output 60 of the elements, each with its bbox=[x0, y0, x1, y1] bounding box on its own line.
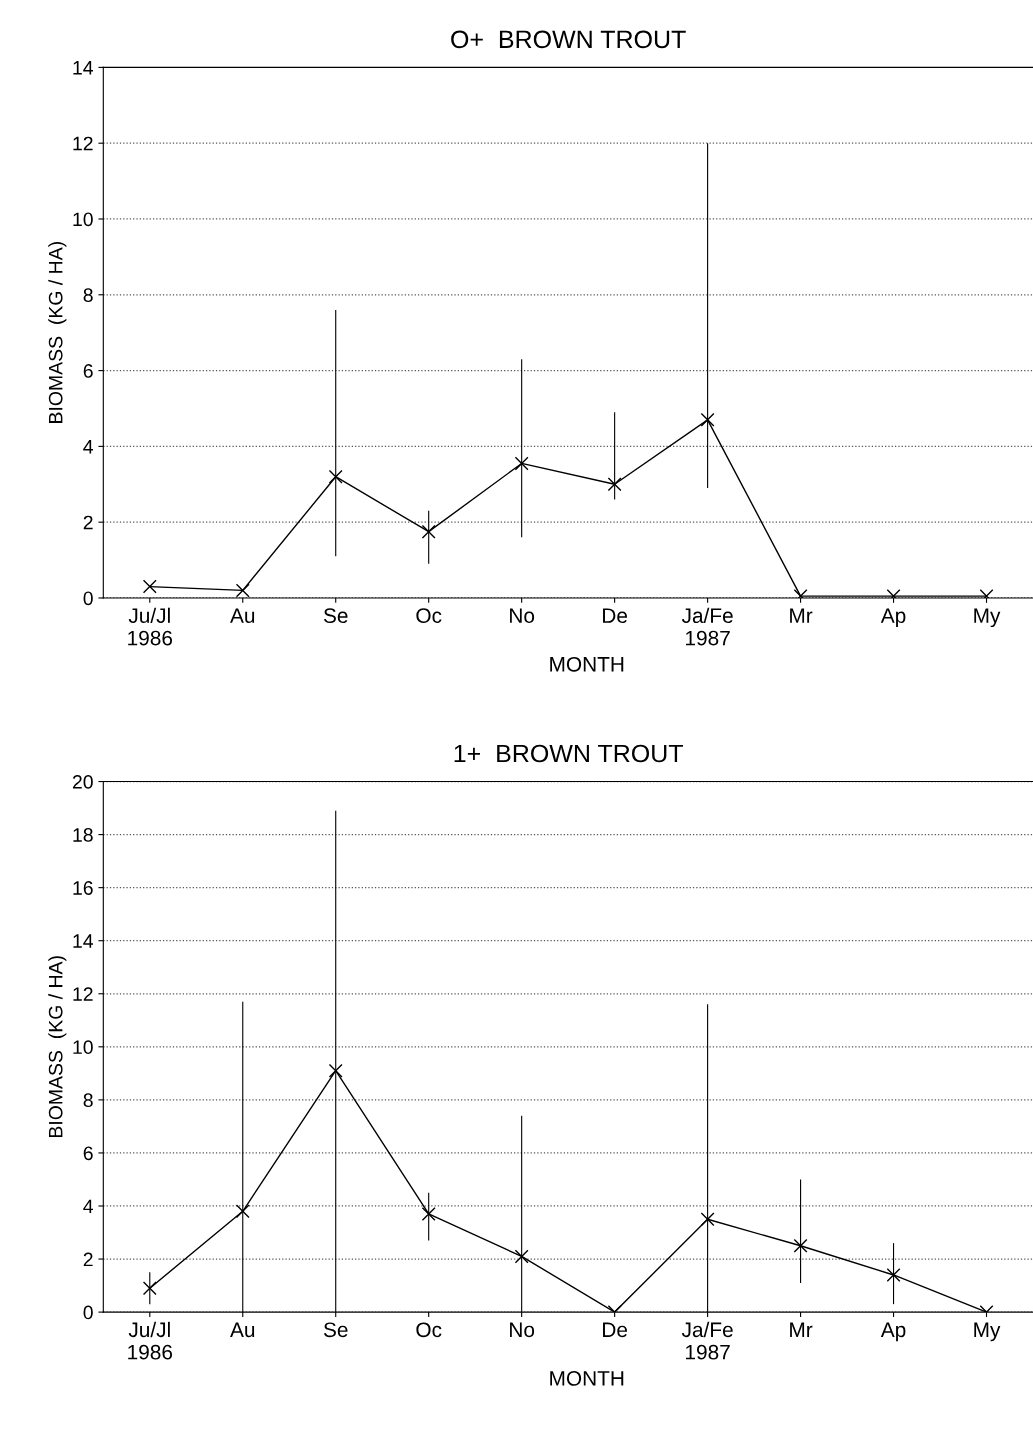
x-tick-label: Ap bbox=[880, 1322, 906, 1342]
y-tick-label: 2 bbox=[83, 515, 93, 530]
y-tick-label: 14 bbox=[73, 61, 94, 75]
y-tick-label: 18 bbox=[73, 828, 93, 842]
point bbox=[514, 456, 529, 471]
y-tick-label: 4 bbox=[83, 1199, 94, 1214]
x-tick-label: De bbox=[603, 1322, 628, 1338]
y-tick-label: 2 bbox=[83, 1252, 93, 1267]
x-tick-label: Ap bbox=[880, 608, 906, 628]
x-tick-label: Au bbox=[230, 608, 255, 623]
y-tick-label: 16 bbox=[73, 881, 93, 895]
point bbox=[886, 1268, 901, 1282]
point bbox=[142, 579, 157, 594]
y-tick-label: 12 bbox=[73, 987, 93, 1001]
y-tick-label: 10 bbox=[73, 1040, 93, 1055]
x-tick-label: Se bbox=[323, 1322, 348, 1338]
x-tick-label: No bbox=[510, 1322, 535, 1338]
y-tick-label: 0 bbox=[83, 591, 93, 606]
x-tick-label: Se bbox=[323, 608, 348, 623]
x-tick-label: Oc bbox=[416, 608, 442, 623]
x-tick-label: Au bbox=[230, 1322, 255, 1338]
y-tick-label: 8 bbox=[83, 288, 93, 303]
y-tick-label: 8 bbox=[83, 1093, 93, 1108]
y-tick-label: 20 bbox=[72, 775, 93, 789]
point bbox=[793, 1238, 808, 1253]
point bbox=[514, 1249, 529, 1264]
x-axis-title: MONTH bbox=[550, 656, 624, 672]
chart-title: 1+ BROWN TROUT bbox=[454, 744, 683, 763]
y-tick-label: 6 bbox=[83, 1146, 93, 1161]
point bbox=[235, 1204, 250, 1219]
x-tick-label: My bbox=[974, 1322, 1001, 1342]
x-tick-label: Ja/Fe 1987 bbox=[681, 607, 733, 646]
x-tick-label: Ja/Fe 1987 bbox=[681, 1321, 733, 1360]
point bbox=[328, 469, 343, 484]
y-tick-label: 0 bbox=[83, 1305, 93, 1320]
y-tick-label: 4 bbox=[83, 440, 94, 454]
x-tick-label: No bbox=[510, 608, 535, 623]
y-axis-title: BIOMASS (KG / HA) bbox=[48, 956, 67, 1138]
y-tick-label: 10 bbox=[73, 212, 93, 227]
point bbox=[235, 583, 250, 598]
x-tick-label: Mr bbox=[790, 608, 813, 623]
y-tick-label: 6 bbox=[83, 364, 93, 378]
x-tick-label: De bbox=[603, 608, 628, 623]
y-axis-title: BIOMASS (KG / HA) bbox=[48, 242, 67, 423]
point bbox=[421, 1207, 436, 1221]
chart-title: O+ BROWN TROUT bbox=[451, 30, 686, 49]
point bbox=[142, 1281, 157, 1296]
x-tick-label: My bbox=[974, 608, 1001, 628]
x-tick-label: Oc bbox=[416, 1322, 442, 1338]
point bbox=[421, 524, 436, 539]
point bbox=[328, 1063, 343, 1078]
point bbox=[607, 477, 622, 492]
x-tick-label: Ju/Jl 1986 bbox=[128, 607, 173, 646]
x-axis-title: MONTH bbox=[550, 1371, 624, 1386]
x-tick-label: Ju/Jl 1986 bbox=[128, 1321, 173, 1360]
x-tick-label: Mr bbox=[790, 1322, 813, 1337]
point bbox=[700, 412, 715, 427]
point bbox=[700, 1212, 715, 1227]
y-tick-label: 14 bbox=[73, 934, 94, 948]
y-tick-label: 12 bbox=[73, 136, 93, 151]
